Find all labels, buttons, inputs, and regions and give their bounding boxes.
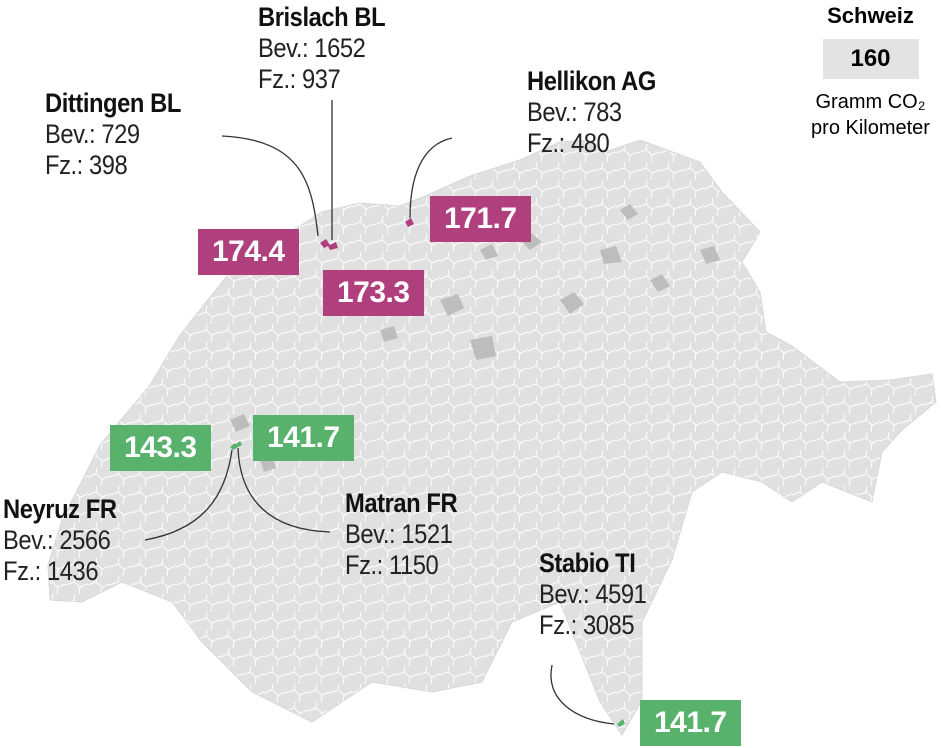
value-badge-matran: 141.7 (253, 415, 354, 461)
leader-lines (144, 100, 615, 725)
place-name: Matran FR (345, 488, 458, 518)
place-population: Bev.: 783 (527, 97, 622, 127)
place-name: Brislach BL (258, 2, 386, 32)
place-population: Bev.: 1652 (258, 33, 366, 63)
legend-unit-line2: pro Kilometer (811, 117, 930, 139)
label-dittingen: Dittingen BL Bev.: 729 Fz.: 398 (45, 88, 181, 181)
label-neyruz: Neyruz FR Bev.: 2566 Fz.: 1436 (3, 494, 117, 587)
place-name: Neyruz FR (3, 494, 117, 524)
legend: Schweiz 160 Gramm CO₂ pro Kilometer (800, 0, 941, 141)
place-name: Stabio TI (539, 548, 636, 578)
switzerland-outline (47, 139, 937, 736)
place-vehicles: Fz.: 937 (258, 64, 341, 94)
value-badge-brislach: 173.3 (323, 270, 424, 316)
place-population: Bev.: 729 (45, 119, 140, 149)
place-vehicles: Fz.: 3085 (539, 610, 635, 640)
highlighted-municipalities (230, 218, 625, 727)
value-badge-hellikon: 171.7 (430, 196, 531, 242)
place-population: Bev.: 1521 (345, 519, 453, 549)
value-badge-neyruz: 143.3 (110, 425, 211, 471)
legend-unit-line1: Gramm CO₂ (815, 91, 926, 113)
label-stabio: Stabio TI Bev.: 4591 Fz.: 3085 (539, 548, 647, 641)
label-hellikon: Hellikon AG Bev.: 783 Fz.: 480 (527, 66, 656, 159)
place-vehicles: Fz.: 1436 (3, 556, 99, 586)
label-matran: Matran FR Bev.: 1521 Fz.: 1150 (345, 488, 458, 581)
value-badge-stabio: 141.7 (640, 700, 741, 746)
legend-title: Schweiz (827, 3, 914, 28)
place-vehicles: Fz.: 398 (45, 150, 128, 180)
place-vehicles: Fz.: 1150 (345, 550, 439, 580)
place-name: Dittingen BL (45, 88, 181, 118)
value-badge-dittingen: 174.4 (198, 229, 299, 275)
place-population: Bev.: 2566 (3, 525, 111, 555)
legend-value: 160 (822, 39, 919, 79)
place-vehicles: Fz.: 480 (527, 128, 610, 158)
place-population: Bev.: 4591 (539, 579, 647, 609)
label-brislach: Brislach BL Bev.: 1652 Fz.: 937 (258, 2, 386, 95)
place-name: Hellikon AG (527, 66, 656, 96)
